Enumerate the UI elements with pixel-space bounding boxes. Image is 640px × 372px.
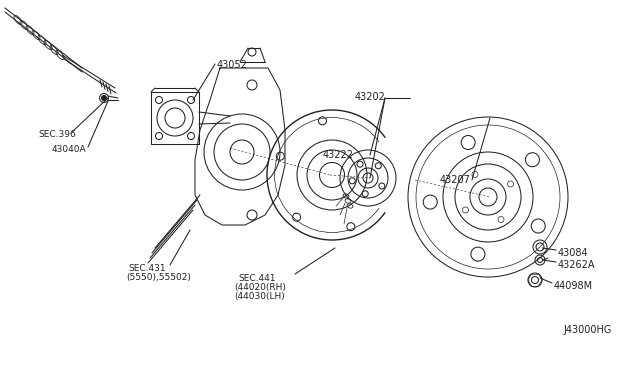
Circle shape — [102, 96, 106, 100]
Text: 43084: 43084 — [558, 248, 589, 258]
Text: 43052: 43052 — [217, 60, 248, 70]
Text: 43222: 43222 — [323, 150, 354, 160]
Text: SEC.396: SEC.396 — [38, 130, 76, 139]
Text: (5550),55502): (5550),55502) — [126, 273, 191, 282]
Text: SEC.431: SEC.431 — [128, 264, 166, 273]
Text: 44098M: 44098M — [554, 281, 593, 291]
Text: SEC.441: SEC.441 — [238, 274, 275, 283]
Text: 43040A: 43040A — [52, 145, 86, 154]
Text: J43000HG: J43000HG — [563, 325, 611, 335]
Text: 43262A: 43262A — [558, 260, 595, 270]
Text: (44030(LH): (44030(LH) — [234, 292, 285, 301]
Text: 43207: 43207 — [440, 175, 471, 185]
Text: (44020(RH): (44020(RH) — [234, 283, 286, 292]
Text: 43202: 43202 — [355, 92, 386, 102]
